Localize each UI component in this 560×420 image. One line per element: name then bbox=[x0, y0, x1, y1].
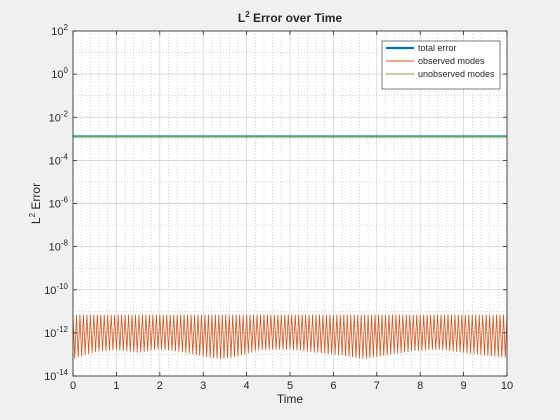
legend-label-total-error: total error bbox=[418, 43, 457, 53]
x-tick-label: 8 bbox=[417, 380, 423, 392]
y-axis-label: L2 Error bbox=[28, 183, 43, 224]
series-observed-modes bbox=[72, 314, 508, 360]
x-tick-label: 6 bbox=[330, 380, 336, 392]
y-tick-label: 10-2 bbox=[49, 109, 69, 124]
x-tick-label: 9 bbox=[461, 380, 467, 392]
y-tick-label: 10-8 bbox=[49, 239, 69, 254]
x-tick-label: 2 bbox=[157, 380, 163, 392]
y-tick-label: 10-6 bbox=[49, 196, 69, 211]
x-tick-label: 7 bbox=[374, 380, 380, 392]
y-tick-label: 10-4 bbox=[49, 152, 69, 167]
x-tick-label: 0 bbox=[70, 380, 76, 392]
chart-title: L2 Error over Time bbox=[238, 10, 343, 25]
legend-label-observed-modes: observed modes bbox=[418, 56, 485, 66]
series-layer bbox=[72, 135, 508, 360]
y-tick-label: 10-10 bbox=[44, 282, 68, 297]
x-axis-label: Time bbox=[277, 392, 304, 406]
x-tick-label: 3 bbox=[200, 380, 206, 392]
y-tick-label: 100 bbox=[51, 66, 68, 81]
y-tick-label: 10-14 bbox=[44, 368, 68, 383]
legend-label-unobserved-modes: unobserved modes bbox=[418, 69, 495, 79]
x-tick-label: 10 bbox=[501, 380, 513, 392]
ticks-layer: 0 1 2 3 4 5 6 7 8 9 10 10-14 10-12 10-10 10-8 10-6 10-4 1… bbox=[44, 23, 513, 392]
y-tick-label: 10-12 bbox=[44, 325, 68, 340]
legend: total error observed modes unobserved mo… bbox=[381, 40, 501, 90]
x-tick-label: 4 bbox=[244, 380, 250, 392]
x-tick-label: 1 bbox=[113, 380, 119, 392]
x-tick-label: 5 bbox=[287, 380, 293, 392]
y-tick-label: 102 bbox=[51, 23, 68, 38]
